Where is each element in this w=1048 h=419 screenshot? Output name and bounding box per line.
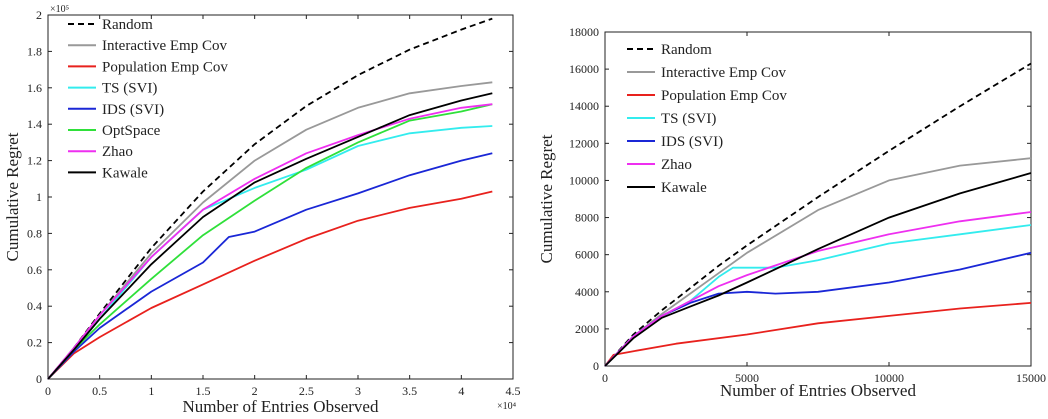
series-line-kawale <box>604 172 1032 367</box>
legend-label: Zhao <box>661 157 692 173</box>
x-tick-label: 1 <box>148 384 154 398</box>
y-axis-label: Cumulative Regret <box>537 134 556 263</box>
y-tick-label: 8000 <box>575 211 599 225</box>
series-line-kawale <box>47 92 493 380</box>
right-chart: 0 5000 10000 15000 0 2000 4000 6000 8000 10000 120… <box>537 25 1046 400</box>
y-axis-label: Cumulative Regret <box>3 132 22 261</box>
y-multiplier-label: ×10⁵ <box>50 4 69 15</box>
x-tick-label: 3 <box>355 384 361 398</box>
legend-label: Population Emp Cov <box>661 88 787 104</box>
legend-label: Zhao <box>102 144 133 160</box>
x-tick-label: 0.5 <box>92 384 107 398</box>
y-tick-label: 0.2 <box>27 336 42 350</box>
series-line-optspace <box>47 103 493 380</box>
series-line-zhao <box>604 211 1032 367</box>
x-tick-label: 1.5 <box>196 384 211 398</box>
y-tick-label: 0.6 <box>27 263 42 277</box>
legend-label: TS (SVI) <box>661 111 716 127</box>
legend-label: Kawale <box>661 180 707 196</box>
y-tick-label: 0 <box>593 359 599 373</box>
x-tick-label: 5000 <box>735 371 759 385</box>
x-tick-label: 10000 <box>874 371 904 385</box>
right-chart-panel: 0 5000 10000 15000 0 2000 4000 6000 8000 10000 120… <box>535 0 1048 419</box>
y-tick-label: 12000 <box>569 136 599 150</box>
series-line-zhao <box>47 103 493 380</box>
y-tick-label: 2 <box>36 8 42 22</box>
y-tick-label: 0.8 <box>27 226 42 240</box>
series-line-ids-svi- <box>47 152 493 380</box>
legend-label: Random <box>661 42 712 58</box>
legend-label: IDS (SVI) <box>661 134 723 150</box>
y-tick-label: 1.4 <box>27 117 42 131</box>
legend-label: IDS (SVI) <box>102 102 164 118</box>
series-line-population-emp-cov <box>47 190 493 380</box>
y-tick-label: 1.2 <box>27 154 42 168</box>
x-axis-label: Number of Entries Observed <box>720 381 916 400</box>
y-tick-label: 4000 <box>575 285 599 299</box>
y-tick-label: 16000 <box>569 62 599 76</box>
legend-label: Random <box>102 17 153 33</box>
x-tick-label: 2 <box>252 384 258 398</box>
y-tick-label: 6000 <box>575 248 599 262</box>
y-tick-label: 2000 <box>575 322 599 336</box>
left-chart: 0 0.5 1 1.5 2 2.5 3 3.5 4 4.5 0 0.2 0.4 0.6 0.8 1 1.2 1.4… <box>3 4 521 416</box>
y-tick-label: 0.4 <box>27 299 42 313</box>
y-tick-label: 10000 <box>569 173 599 187</box>
y-tick-label: 14000 <box>569 99 599 113</box>
legend-label: Population Emp Cov <box>102 59 228 75</box>
x-tick-label: 0 <box>602 371 608 385</box>
x-tick-label: 4 <box>458 384 464 398</box>
series-line-population-emp-cov <box>604 302 1032 367</box>
legend-label: OptSpace <box>102 123 161 139</box>
plot-frame <box>47 14 514 380</box>
y-tick-label: 1.6 <box>27 81 42 95</box>
legend-label: Kawale <box>102 165 148 181</box>
x-multiplier-label: ×10⁴ <box>497 401 517 412</box>
legend-label: Interactive Emp Cov <box>102 38 227 54</box>
x-tick-label: 4.5 <box>506 384 521 398</box>
y-tick-label: 1.8 <box>27 44 42 58</box>
x-axis-label: Number of Entries Observed <box>183 397 379 416</box>
series-line-random <box>47 17 493 380</box>
legend-label: Interactive Emp Cov <box>661 65 786 81</box>
legend-label: TS (SVI) <box>102 81 157 97</box>
series-line-random <box>604 62 1032 367</box>
x-tick-label: 2.5 <box>299 384 314 398</box>
y-tick-label: 18000 <box>569 25 599 39</box>
y-tick-label: 0 <box>36 372 42 386</box>
x-tick-label: 3.5 <box>402 384 417 398</box>
x-tick-label: 0 <box>45 384 51 398</box>
y-tick-label: 1 <box>36 190 42 204</box>
x-tick-label: 15000 <box>1016 371 1046 385</box>
left-chart-panel: 0 0.5 1 1.5 2 2.5 3 3.5 4 4.5 0 0.2 0.4 0.6 0.8 1 1.2 1.4… <box>3 4 521 416</box>
